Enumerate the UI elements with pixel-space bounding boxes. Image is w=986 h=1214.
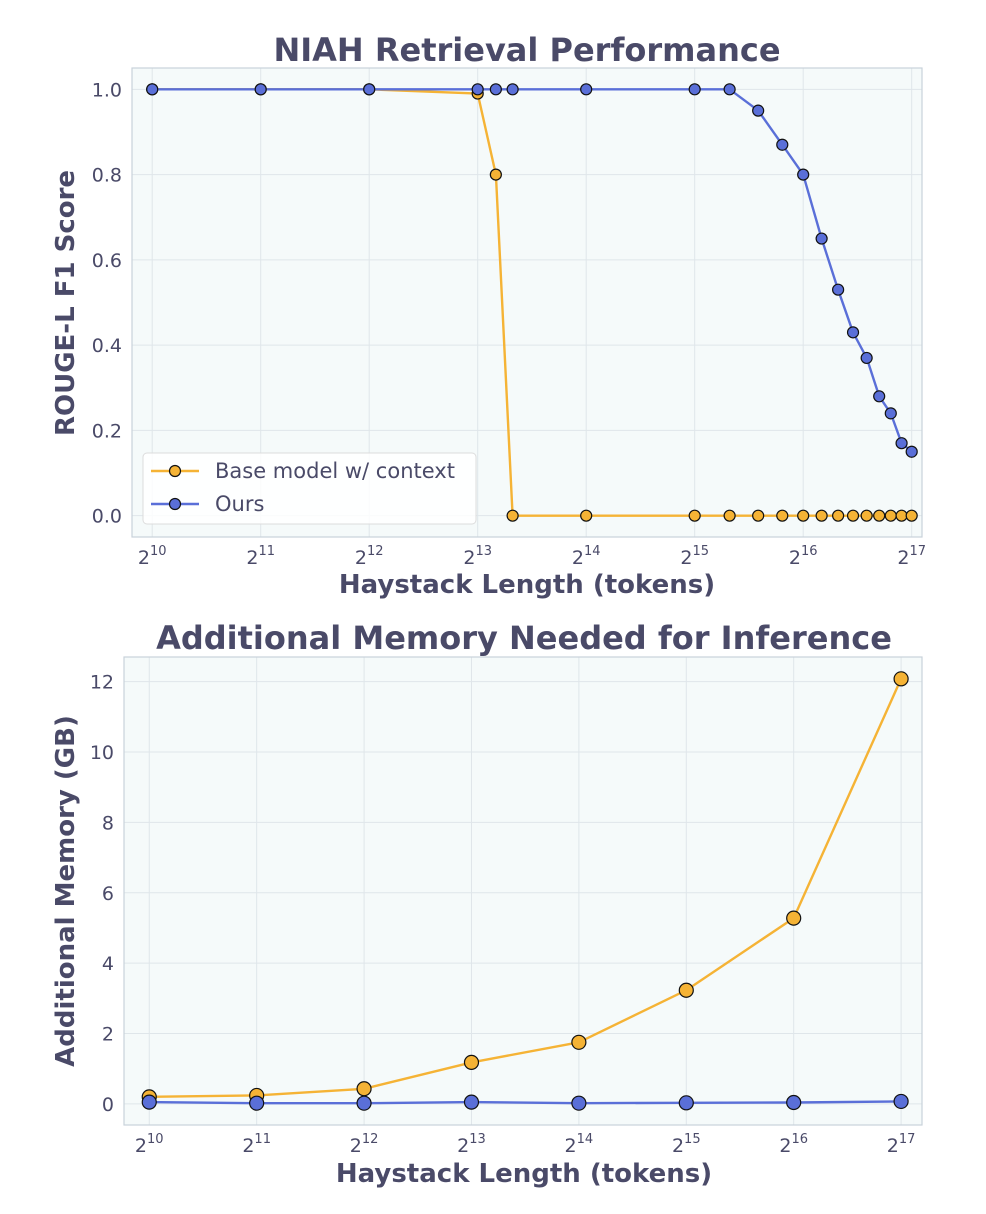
ours-data-point bbox=[797, 168, 810, 181]
ours-data-point bbox=[860, 351, 873, 365]
y-tick-label: 0.4 bbox=[92, 335, 122, 357]
y-tick-label: 0.8 bbox=[92, 165, 122, 187]
y-tick-label: 0.0 bbox=[92, 506, 122, 528]
x-tick-label: 216 bbox=[789, 544, 818, 569]
base-model-data-point bbox=[846, 509, 860, 522]
ours-data-point bbox=[815, 232, 828, 245]
ours-data-point bbox=[571, 1095, 587, 1111]
ours-data-point bbox=[141, 1094, 157, 1110]
base-model-data-point bbox=[489, 168, 502, 181]
ours-data-point bbox=[884, 407, 897, 420]
memory-y-axis-label: Additional Memory (GB) bbox=[51, 715, 81, 1067]
ours-data-point bbox=[905, 445, 918, 458]
ours-data-point bbox=[580, 83, 593, 96]
x-tick-label: 211 bbox=[246, 544, 275, 569]
base-model-data-point bbox=[678, 982, 694, 998]
legend-label: Ours bbox=[215, 492, 264, 516]
retrieval-chart-title: NIAH Retrieval Performance bbox=[273, 31, 780, 69]
y-tick-label: 1.0 bbox=[92, 79, 122, 101]
y-tick-label: 10 bbox=[90, 742, 114, 764]
y-tick-label: 0 bbox=[102, 1094, 114, 1116]
x-tick-label: 212 bbox=[350, 1132, 379, 1157]
ours-data-point bbox=[489, 83, 502, 96]
ours-data-point bbox=[249, 1095, 265, 1111]
retrieval-chart: NIAH Retrieval Performance 0.0 0.2 0.4 0.6 0… bbox=[51, 31, 926, 600]
base-model-data-point bbox=[893, 671, 909, 687]
memory-chart: Additional Memory Needed for Inference 0… bbox=[51, 619, 923, 1189]
ours-data-point bbox=[688, 83, 701, 96]
x-tick-label: 215 bbox=[672, 1132, 701, 1157]
base-model-data-point bbox=[776, 509, 789, 522]
plot-frame bbox=[131, 67, 923, 538]
base-model-data-point bbox=[815, 509, 828, 522]
y-tick-label: 8 bbox=[102, 812, 114, 834]
retrieval-y-axis-label: ROUGE-L F1 Score bbox=[51, 170, 81, 436]
y-tick-label: 2 bbox=[102, 1024, 114, 1046]
y-tick-label: 0.6 bbox=[92, 250, 122, 272]
legend-label: Base model w/ context bbox=[215, 459, 455, 483]
base-model-data-point bbox=[463, 1054, 480, 1070]
legend-swatch-marker bbox=[168, 497, 182, 511]
x-tick-label: 214 bbox=[572, 544, 601, 569]
y-tick-label: 0.2 bbox=[92, 420, 122, 442]
base-model-data-point bbox=[752, 509, 765, 522]
ours-data-point bbox=[723, 83, 736, 96]
base-model-data-point bbox=[895, 509, 908, 522]
ours-data-point bbox=[356, 1095, 372, 1111]
x-tick-label: 214 bbox=[565, 1132, 594, 1157]
base-model-data-point bbox=[356, 1081, 372, 1097]
ours-data-point bbox=[895, 437, 908, 450]
ours-data-point bbox=[893, 1093, 909, 1110]
x-tick-label: 216 bbox=[779, 1132, 808, 1157]
x-tick-label: 211 bbox=[242, 1132, 271, 1157]
ours-data-point bbox=[873, 390, 886, 403]
x-tick-label: 212 bbox=[355, 544, 384, 569]
memory-chart-title: Additional Memory Needed for Inference bbox=[156, 619, 892, 657]
base-model-data-point bbox=[688, 509, 701, 522]
base-model-data-point bbox=[723, 509, 736, 522]
retrieval-x-axis-label: Haystack Length (tokens) bbox=[339, 570, 715, 600]
legend-box bbox=[142, 452, 477, 525]
ours-data-point bbox=[254, 83, 267, 96]
ours-data-point bbox=[832, 283, 845, 296]
x-tick-label: 215 bbox=[680, 544, 709, 569]
base-model-data-point bbox=[873, 509, 886, 522]
ours-data-point bbox=[471, 83, 484, 96]
ours-data-point bbox=[363, 83, 376, 96]
ours-data-point bbox=[776, 138, 789, 151]
base-model-data-point bbox=[571, 1034, 587, 1050]
ours-data-point bbox=[506, 83, 519, 96]
ours-data-point bbox=[846, 326, 860, 339]
ours-data-point bbox=[146, 83, 159, 96]
x-tick-label: 213 bbox=[457, 1132, 486, 1157]
base-model-data-point bbox=[832, 509, 845, 522]
plot-frame bbox=[123, 656, 923, 1126]
x-tick-label: 217 bbox=[887, 1132, 916, 1157]
base-model-data-point bbox=[860, 509, 873, 522]
base-model-data-point bbox=[884, 509, 897, 522]
legend-swatch-marker bbox=[168, 464, 182, 478]
ours-data-point bbox=[463, 1094, 480, 1110]
x-tick-label: 217 bbox=[897, 544, 926, 569]
ours-data-point bbox=[678, 1095, 694, 1111]
plot-background bbox=[124, 657, 922, 1125]
base-model-data-point bbox=[797, 509, 810, 522]
x-tick-label: 210 bbox=[135, 1132, 164, 1157]
memory-x-axis-label: Haystack Length (tokens) bbox=[336, 1159, 712, 1189]
ours-data-point bbox=[752, 104, 765, 117]
base-model-data-point bbox=[905, 509, 918, 522]
y-tick-label: 6 bbox=[102, 883, 114, 905]
y-tick-label: 4 bbox=[102, 953, 114, 975]
x-tick-label: 213 bbox=[463, 544, 492, 569]
base-model-series-line bbox=[149, 678, 903, 1098]
y-tick-label: 12 bbox=[90, 672, 114, 694]
x-tick-label: 210 bbox=[138, 544, 167, 569]
base-model-data-point bbox=[580, 509, 593, 522]
base-model-data-point bbox=[786, 910, 802, 926]
chart-legend: Base model w/ context Ours bbox=[142, 452, 477, 525]
ours-series-line bbox=[149, 1100, 902, 1105]
ours-data-point bbox=[786, 1094, 802, 1111]
base-model-data-point bbox=[506, 509, 519, 522]
